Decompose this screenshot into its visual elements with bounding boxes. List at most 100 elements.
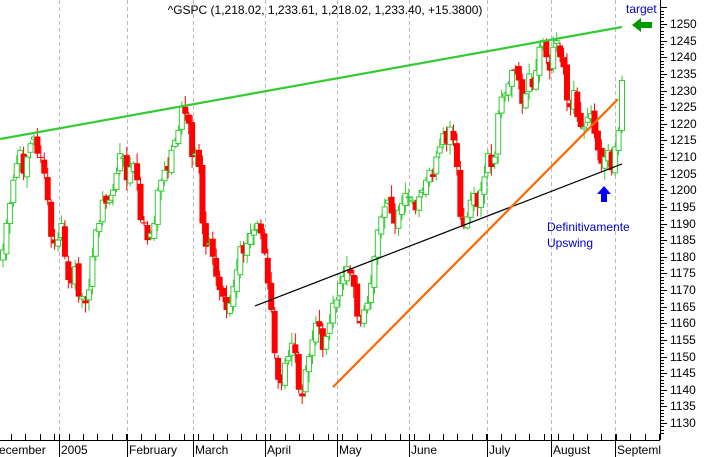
candle-body-down [165, 166, 172, 171]
candle-body-down [474, 193, 481, 207]
candle-body-up [3, 223, 10, 255]
annotation-line-1: Definitivamente [547, 220, 630, 234]
candle-body-down [144, 224, 151, 241]
candle-body-up [27, 143, 34, 153]
candle-body-down [257, 223, 264, 234]
candle-body-up [323, 336, 330, 350]
candle-body-up [337, 282, 344, 297]
y-tick-label: 1230 [670, 83, 697, 98]
y-tick-label: 1195 [670, 199, 696, 214]
y-tick-label: 1160 [670, 316, 696, 331]
candle-body-down [316, 321, 323, 327]
y-tick-label: 1200 [670, 183, 697, 198]
x-tick-label: February [129, 443, 178, 457]
candle-body-down [278, 376, 285, 384]
candle-body-down [299, 393, 306, 397]
candle-body-up [481, 176, 488, 195]
candle-body-down [450, 130, 457, 141]
candle-body-down [457, 169, 464, 217]
candle-body-down [182, 106, 189, 114]
candle-body-up [402, 193, 409, 207]
candle-body-up [302, 369, 309, 393]
candle-body-up [405, 196, 412, 199]
chart-title: ^GSPC (1,218.02, 1,233.61, 1,218.02, 1,2… [167, 3, 483, 17]
candle-body-up [615, 129, 622, 152]
candle-body-up [168, 149, 175, 174]
candle-body-down [264, 257, 271, 284]
y-tick-label: 1145 [670, 366, 696, 381]
uptrend-trendline [332, 98, 619, 388]
candle-body-up [10, 179, 17, 204]
candle-body-up [154, 189, 161, 225]
y-tick-label: 1215 [670, 133, 697, 148]
candle-body-down [275, 357, 282, 380]
candle-body-down [20, 153, 27, 174]
candle-body-up [24, 156, 31, 178]
y-tick-label: 1180 [670, 249, 696, 264]
candle-body-up [230, 286, 237, 307]
y-tick-label: 1185 [670, 233, 696, 248]
candle-body-up [367, 282, 374, 303]
candle-body-down [65, 261, 72, 281]
candle-body-down [202, 223, 209, 247]
candle-body-down [51, 239, 58, 244]
candle-body-down [319, 328, 326, 350]
candle-body-up [312, 322, 319, 343]
candle-body-up [85, 289, 92, 301]
candle-body-down [512, 69, 519, 71]
candle-body-up [619, 80, 625, 132]
candle-body-up [0, 249, 6, 261]
candle-body-down [41, 159, 48, 174]
target-label: target [626, 2, 657, 16]
candle-body-up [306, 356, 313, 373]
x-tick-label: ecember [0, 443, 46, 457]
candle-body-down [347, 269, 354, 274]
support-trendline [254, 163, 623, 307]
candle-body-up [374, 229, 381, 258]
candle-body-down [209, 238, 216, 257]
candle-body-up [550, 46, 557, 70]
candle-body-up [79, 296, 86, 300]
y-tick-label: 1205 [670, 166, 697, 181]
candle-body-down [488, 154, 495, 167]
candle-body-up [333, 299, 340, 308]
candle-body-up [553, 40, 560, 44]
candle-body-down [44, 177, 51, 201]
target-arrow-icon [632, 18, 652, 32]
candle-body-up [151, 223, 158, 239]
y-tick-label: 1225 [670, 100, 697, 115]
candle-body-up [6, 203, 13, 224]
x-tick-label: April [267, 443, 292, 457]
candle-body-up [612, 146, 619, 174]
upswing-annotation: Definitivamente Upswing [547, 219, 630, 251]
annotation-line-2: Upswing [547, 236, 594, 250]
x-tick-label: August [553, 443, 591, 457]
candle-body-up [309, 339, 316, 356]
candle-body-down [543, 40, 550, 58]
candle-body-up [89, 256, 96, 287]
candle-body-up [244, 242, 251, 256]
candle-body-up [505, 83, 512, 96]
candle-body-up [158, 179, 165, 192]
candle-body-down [546, 61, 553, 71]
y-tick-label: 1220 [670, 116, 697, 131]
candle-body-up [326, 322, 333, 334]
candle-body-down [357, 321, 364, 324]
candle-body-up [601, 156, 608, 169]
candle-body-up [381, 206, 388, 219]
candle-body-down [529, 78, 536, 88]
candle-body-down [292, 344, 299, 354]
candle-body-down [354, 283, 361, 317]
candle-body-up [395, 209, 402, 229]
candle-body-down [567, 103, 574, 108]
y-tick-label: 1250 [670, 17, 697, 31]
candle-body-up [478, 189, 485, 209]
candle-body-down [189, 122, 196, 157]
candle-body-up [378, 216, 385, 235]
candle-body-down [196, 149, 203, 167]
y-tick-label: 1245 [670, 33, 697, 48]
y-tick-label: 1240 [670, 50, 697, 65]
candle-body-up [464, 216, 471, 229]
candle-body-up [508, 70, 515, 87]
